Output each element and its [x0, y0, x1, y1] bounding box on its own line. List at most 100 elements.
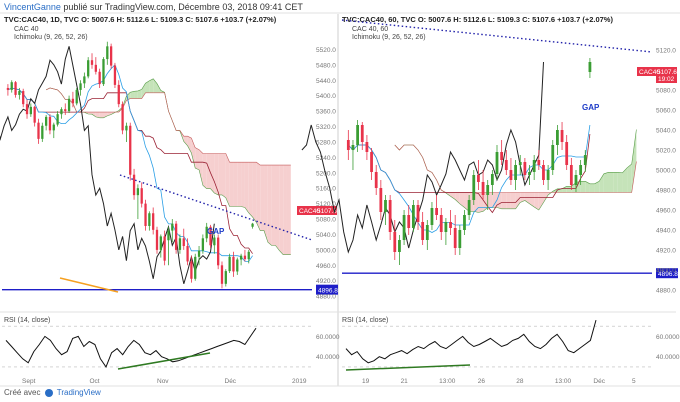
candle-body: [232, 256, 235, 272]
candle-body: [94, 64, 97, 72]
price-tick: 5520.0: [316, 47, 336, 54]
time-tick: 26: [478, 378, 486, 385]
rsi-line: [345, 319, 597, 364]
candle-body: [194, 256, 197, 279]
time-tick: 28: [516, 378, 524, 385]
candle-body: [209, 226, 212, 246]
cloud-segment: [275, 165, 280, 251]
candle-body: [243, 255, 247, 260]
price-tick: 5080.0: [316, 217, 336, 224]
candle-body: [148, 213, 151, 226]
candle-body: [556, 130, 559, 145]
candle-body: [228, 256, 231, 272]
cloud-segment: [92, 112, 96, 117]
candle-body: [113, 65, 117, 85]
rsi-tick: 40.0000: [316, 354, 340, 361]
price-axis: 5520.0 5480.0 5440.0 5400.0 5360.0 5320.0 5280…: [316, 47, 336, 301]
support-label: 4896.8: [318, 288, 338, 295]
time-tick: Déc: [225, 378, 237, 385]
cloud-segment: [524, 192, 530, 204]
price-tick: 5040.0: [316, 232, 336, 239]
price-tick: 5360.0: [316, 109, 336, 116]
publish-text: publié sur TradingView.com, Décembre 03,…: [63, 2, 303, 12]
candle-body: [481, 182, 485, 195]
candle-body: [83, 76, 86, 84]
price-tick: 4900.0: [656, 268, 676, 275]
author-link[interactable]: VincentGanne: [4, 2, 61, 12]
cloud-segment: [603, 172, 609, 193]
price-tick: 5040.0: [656, 128, 676, 135]
price-tick: 5060.0: [656, 108, 676, 115]
cloud-segment: [202, 153, 207, 189]
price-tick: 4960.0: [656, 208, 676, 215]
candle-body: [416, 205, 420, 222]
candle-body: [551, 145, 555, 170]
cloud-segment: [501, 192, 507, 209]
tenkan-sen-line: [348, 124, 591, 233]
candle-body: [239, 255, 243, 260]
candle-body: [500, 152, 504, 160]
cloud-segment: [613, 172, 618, 193]
price-tick: 4960.0: [316, 263, 336, 270]
candle-body: [14, 82, 17, 95]
candles: [346, 58, 592, 265]
cloud-segment: [506, 192, 511, 209]
candle-body: [251, 223, 254, 227]
candle-body: [102, 59, 105, 85]
candle-body: [453, 228, 457, 248]
candle-body: [174, 223, 178, 250]
cloud-segment: [252, 162, 257, 223]
price-tick: 5280.0: [316, 139, 336, 146]
price-tick: 5440.0: [316, 78, 336, 85]
candle-body: [140, 188, 143, 204]
candle-body: [60, 109, 63, 115]
time-tick: Nov: [157, 378, 169, 385]
candle-body: [144, 203, 147, 226]
candle-body: [159, 236, 162, 250]
cloud-segment: [538, 192, 544, 210]
candle-body: [444, 222, 448, 232]
cloud-segment: [214, 153, 219, 195]
cloud-segment: [580, 181, 586, 193]
candle-body: [87, 60, 90, 77]
cloud-segment: [187, 136, 192, 154]
price-tick: 5160.0: [316, 186, 336, 193]
price-tick: 4980.0: [656, 188, 676, 195]
cloud-segment: [210, 153, 215, 194]
candle-body: [79, 83, 82, 90]
symbol-line: TVC:CAC40, 1D, TVC O: 5007.6 H: 5112.6 L…: [4, 15, 277, 24]
rsi-divergence-line: [117, 352, 211, 370]
last-price-tag-name: CAC40: [639, 69, 660, 76]
price-tick: 5480.0: [316, 62, 336, 69]
time-axis: 19 21 13:00 26 28 13:00 Déc 5: [362, 378, 636, 385]
support-label: 4896.8: [658, 271, 678, 278]
time-tick: 19: [362, 378, 370, 385]
candle-body: [52, 124, 55, 131]
gap-annotation: GAP: [582, 103, 600, 112]
candle-body: [393, 232, 397, 252]
rsi-tick: 60.0000: [656, 334, 680, 341]
cloud-segment: [534, 192, 539, 210]
chart-pane-hourly: TVC:CAC40, 60, TVC O: 5007.6 H: 5112.6 L…: [301, 15, 680, 385]
candle-body: [48, 116, 52, 131]
rsi-label: RSI (14, close): [342, 317, 388, 324]
candle-body: [22, 91, 25, 105]
cloud-segment: [271, 165, 276, 246]
price-tick: 4940.0: [656, 228, 676, 235]
cloud-segment: [233, 162, 238, 207]
cloud-segment: [459, 192, 465, 208]
cloud-segment: [256, 162, 261, 231]
tradingview-brand[interactable]: TradingView: [56, 388, 101, 397]
candle-body: [220, 265, 224, 284]
rsi-pane: RSI (14, close) 60.0000 40.0000: [338, 311, 680, 371]
cloud-segment: [594, 181, 600, 193]
candle-body: [25, 104, 29, 115]
cloud-segment: [627, 164, 632, 193]
candle-body: [6, 87, 10, 90]
cloud-segment: [195, 147, 200, 170]
candle-body: [132, 174, 136, 196]
candle-body: [398, 240, 401, 252]
cloud-segment: [529, 192, 535, 207]
candle-body: [532, 160, 536, 172]
